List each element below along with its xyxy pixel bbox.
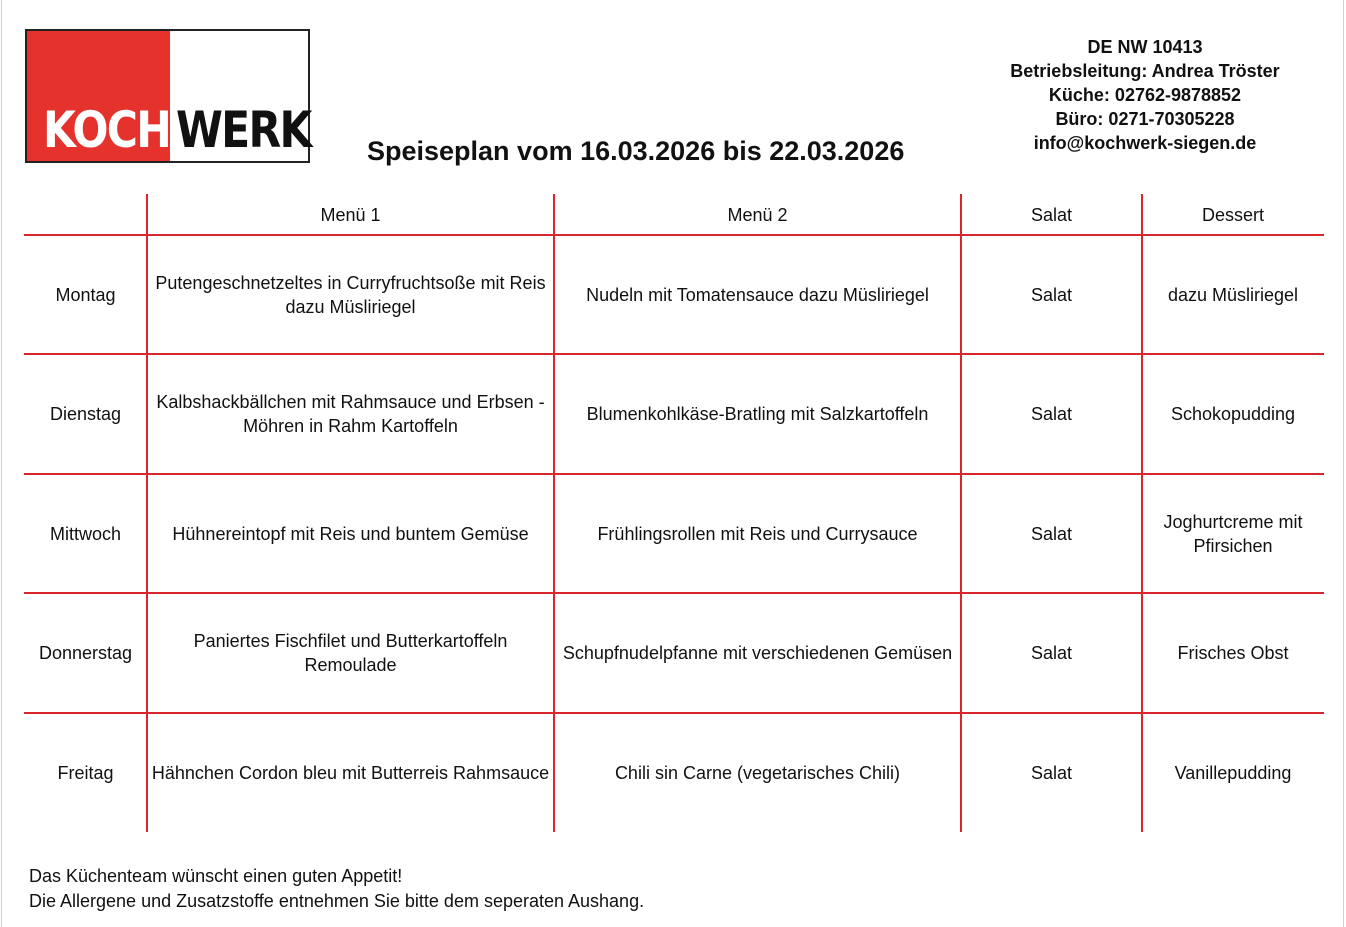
row-divider <box>24 353 1324 355</box>
cell-menu-2: Schupfnudelpfanne mit verschiedenen Gemü… <box>562 643 953 663</box>
contact-block: DE NW 10413 Betriebsleitung: Andrea Trös… <box>985 35 1305 155</box>
cell-day: Freitag <box>57 762 114 783</box>
management: Betriebsleitung: Andrea Tröster <box>1010 61 1280 81</box>
page-edge-left <box>1 0 2 927</box>
row-divider <box>24 234 1324 236</box>
column-divider <box>146 194 148 832</box>
logo-white-block: WERK <box>170 31 312 161</box>
cell-salad: Salat <box>1030 284 1073 305</box>
header-menu-2: Menü 2 <box>727 204 788 225</box>
email: info@kochwerk-siegen.de <box>1033 133 1257 153</box>
row-divider <box>24 712 1324 714</box>
cell-day: Montag <box>55 284 116 305</box>
header-dessert: Dessert <box>1201 204 1264 225</box>
office-phone: Büro: 0271-70305228 <box>1055 109 1235 129</box>
cell-dessert: Schokopudding <box>1170 404 1296 424</box>
header-menu-1: Menü 1 <box>320 204 381 225</box>
cell-menu-2: Nudeln mit Tomatensauce dazu Müsliriegel <box>586 284 929 305</box>
cell-menu-1: Putengeschnetzeltes in Curryfruchtsoße m… <box>155 272 546 317</box>
header-salad: Salat <box>1030 204 1073 225</box>
cell-menu-1: Hühnereintopf mit Reis und buntem Gemüse <box>172 523 529 544</box>
page-title: Speiseplan vom 16.03.2026 bis 22.03.2026 <box>367 136 905 166</box>
column-divider <box>960 194 962 832</box>
logo-text-werk: WERK <box>176 101 312 159</box>
page-edge-right <box>1343 0 1344 927</box>
cell-menu-2: Blumenkohlkäse-Bratling mit Salzkartoffe… <box>586 404 929 424</box>
cell-salad: Salat <box>1030 762 1073 783</box>
cell-salad: Salat <box>1030 523 1073 544</box>
footer: Das Küchenteam wünscht einen guten Appet… <box>29 864 644 914</box>
cell-menu-2: Chili sin Carne (vegetarisches Chili) <box>614 762 901 783</box>
cell-salad: Salat <box>1030 404 1073 424</box>
logo-text-koch: KOCH <box>43 101 172 159</box>
cell-dessert: Vanillepudding <box>1174 762 1292 783</box>
logo-red-block: KOCH <box>27 31 172 161</box>
cell-menu-1: Hähnchen Cordon bleu mit Butterreis Rahm… <box>151 762 550 783</box>
cell-menu-2: Frühlingsrollen mit Reis und Currysauce <box>597 523 918 544</box>
cell-menu-1: Kalbshackbällchen mit Rahmsauce und Erbs… <box>156 392 545 436</box>
footer-greeting: Das Küchenteam wünscht einen guten Appet… <box>29 866 403 886</box>
cell-dessert: Frisches Obst <box>1177 643 1289 663</box>
kochwerk-logo: KOCH WERK <box>25 29 312 163</box>
cell-salad: Salat <box>1030 643 1073 663</box>
footer-allergen-note: Die Allergene und Zusatzstoffe entnehmen… <box>29 891 645 911</box>
cell-day: Donnerstag <box>38 643 133 663</box>
cell-day: Dienstag <box>49 404 122 424</box>
cell-dessert: Joghurtcreme mit Pfirsichen <box>1163 511 1303 556</box>
header-day <box>24 194 147 235</box>
registration-number: DE NW 10413 <box>1087 37 1203 57</box>
kitchen-phone: Küche: 02762-9878852 <box>1048 85 1242 105</box>
row-divider <box>24 473 1324 475</box>
column-divider <box>553 194 555 832</box>
cell-day: Mittwoch <box>49 523 121 544</box>
cell-menu-1: Paniertes Fischfilet und Butterkartoffel… <box>193 631 508 675</box>
column-divider <box>1141 194 1143 832</box>
cell-dessert: dazu Müsliriegel <box>1167 284 1299 305</box>
row-divider <box>24 592 1324 594</box>
